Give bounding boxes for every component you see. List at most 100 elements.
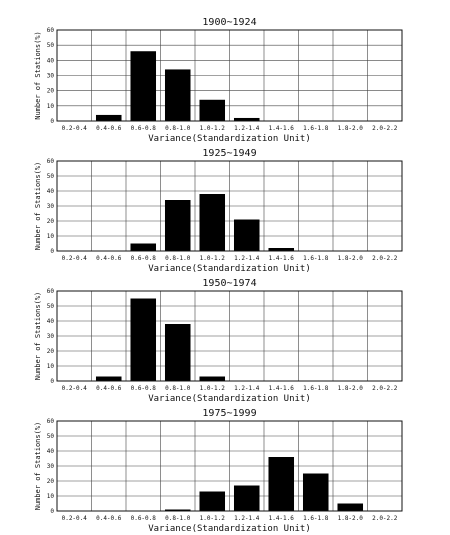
x-tick-label: 1.8-2.0 — [338, 515, 364, 522]
y-tick-label: 60 — [47, 158, 55, 165]
y-tick-label: 0 — [50, 508, 54, 515]
y-tick-label: 40 — [47, 57, 55, 64]
plot-frame — [56, 290, 403, 382]
y-tick-label: 10 — [47, 493, 55, 500]
bar-0.4-0.6 — [95, 376, 122, 381]
y-axis-label: Number of Stations(%) — [34, 422, 42, 511]
chart-panel-3: 1950~1974 0 10 20 30 40 50 60 0.2-0.4 0.4-0.6 0.6-… — [34, 278, 403, 404]
x-tick-label: 0.4-0.6 — [96, 255, 122, 262]
bar-0.6-0.8 — [130, 51, 157, 121]
y-tick-label: 0 — [50, 118, 54, 125]
bar-1.0-1.2 — [199, 194, 226, 251]
x-tick-label: 0.2-0.4 — [62, 385, 88, 392]
x-tick-label: 1.2-1.4 — [234, 515, 260, 522]
bar-1.4-1.6 — [268, 457, 295, 511]
y-tick-label: 30 — [47, 463, 55, 470]
bar-1.0-1.2 — [199, 491, 226, 511]
bar-1.0-1.2 — [199, 99, 226, 121]
bar-0.8-1.0 — [164, 324, 191, 381]
bar-1.2-1.4 — [233, 117, 260, 121]
x-tick-label: 1.4-1.6 — [269, 255, 295, 262]
y-axis-label: Number of Stations(%) — [34, 31, 42, 120]
x-tick-label: 0.4-0.6 — [96, 125, 122, 132]
x-axis-label: Variance(Standardization Unit) — [148, 134, 311, 144]
x-tick-label: 1.0-1.2 — [200, 125, 226, 132]
y-tick-label: 60 — [47, 288, 55, 295]
chart-panel-1: 1900~1924 0 10 20 30 40 50 60 0.2-0.4 0.4-0.6 0.6-… — [34, 17, 403, 144]
x-tick-label: 1.2-1.4 — [234, 255, 260, 262]
x-tick-label: 1.2-1.4 — [234, 385, 260, 392]
plot-frame — [56, 420, 403, 512]
x-tick-label: 1.6-1.8 — [303, 255, 329, 262]
chart-title: 1950~1974 — [202, 278, 256, 289]
x-tick-label: 2.0-2.2 — [372, 515, 398, 522]
y-tick-label: 20 — [47, 478, 55, 485]
y-tick-label: 20 — [47, 348, 55, 355]
bar-1.8-2.0 — [337, 503, 364, 511]
y-axis-label: Number of Stations(%) — [34, 162, 42, 251]
x-tick-label: 0.4-0.6 — [96, 515, 122, 522]
y-tick-label: 40 — [47, 318, 55, 325]
y-tick-label: 50 — [47, 173, 55, 180]
y-tick-label: 50 — [47, 42, 55, 49]
x-tick-label: 0.4-0.6 — [96, 385, 122, 392]
x-tick-label: 1.6-1.8 — [303, 515, 329, 522]
y-tick-label: 0 — [50, 378, 54, 385]
x-tick-label: 2.0-2.2 — [372, 385, 398, 392]
x-tick-label: 0.2-0.4 — [62, 125, 88, 132]
y-tick-label: 30 — [47, 203, 55, 210]
y-tick-label: 60 — [47, 418, 55, 425]
x-axis-label: Variance(Standardization Unit) — [148, 264, 311, 274]
x-tick-label: 0.8-1.0 — [165, 125, 191, 132]
bar-0.8-1.0 — [164, 200, 191, 251]
bar-0.6-0.8 — [130, 298, 157, 381]
y-axis-label: Number of Stations(%) — [34, 292, 42, 381]
chart-panel-4: 1975~1999 0 10 20 30 40 50 60 0.2-0.4 0.4-0.6 0.6-… — [34, 408, 403, 534]
bar-1.2-1.4 — [233, 485, 260, 511]
plot-frame — [56, 29, 403, 122]
x-tick-label: 0.2-0.4 — [62, 255, 88, 262]
x-tick-label: 0.8-1.0 — [165, 515, 191, 522]
bar-1.2-1.4 — [233, 219, 260, 251]
bar-0.6-0.8 — [130, 243, 157, 251]
x-tick-label: 1.6-1.8 — [303, 125, 329, 132]
y-tick-label: 50 — [47, 433, 55, 440]
y-tick-label: 50 — [47, 303, 55, 310]
bar-1.6-1.8 — [302, 473, 329, 511]
y-tick-label: 40 — [47, 448, 55, 455]
bar-1.4-1.6 — [268, 248, 295, 251]
x-tick-label: 1.4-1.6 — [269, 515, 295, 522]
y-tick-label: 20 — [47, 218, 55, 225]
x-tick-label: 1.4-1.6 — [269, 385, 295, 392]
x-tick-label: 0.6-0.8 — [131, 125, 157, 132]
y-tick-label: 10 — [47, 363, 55, 370]
bar-1.0-1.2 — [199, 376, 226, 381]
x-tick-label: 0.6-0.8 — [131, 515, 157, 522]
chart-title: 1900~1924 — [202, 17, 256, 28]
x-tick-label: 2.0-2.2 — [372, 255, 398, 262]
y-tick-label: 20 — [47, 88, 55, 95]
x-tick-label: 0.2-0.4 — [62, 515, 88, 522]
bar-0.8-1.0 — [164, 509, 191, 511]
y-tick-label: 10 — [47, 233, 55, 240]
y-tick-label: 30 — [47, 73, 55, 80]
chart-title: 1925~1949 — [202, 148, 256, 159]
x-tick-label: 2.0-2.2 — [372, 125, 398, 132]
y-tick-label: 0 — [50, 248, 54, 255]
x-tick-label: 1.0-1.2 — [200, 385, 226, 392]
bar-0.4-0.6 — [95, 114, 122, 121]
y-tick-label: 60 — [47, 27, 55, 34]
x-tick-label: 0.6-0.8 — [131, 255, 157, 262]
y-tick-label: 30 — [47, 333, 55, 340]
x-tick-label: 1.8-2.0 — [338, 385, 364, 392]
x-tick-label: 1.8-2.0 — [338, 255, 364, 262]
x-tick-label: 1.6-1.8 — [303, 385, 329, 392]
x-tick-label: 0.8-1.0 — [165, 385, 191, 392]
chart-title: 1975~1999 — [202, 408, 256, 419]
x-tick-label: 1.0-1.2 — [200, 515, 226, 522]
plot-frame — [56, 160, 403, 252]
x-tick-label: 1.8-2.0 — [338, 125, 364, 132]
bar-0.8-1.0 — [164, 69, 191, 121]
chart-panel-2: 1925~1949 0 10 20 30 40 50 60 0.2-0.4 0.4-0.6 0.6-… — [34, 148, 403, 274]
